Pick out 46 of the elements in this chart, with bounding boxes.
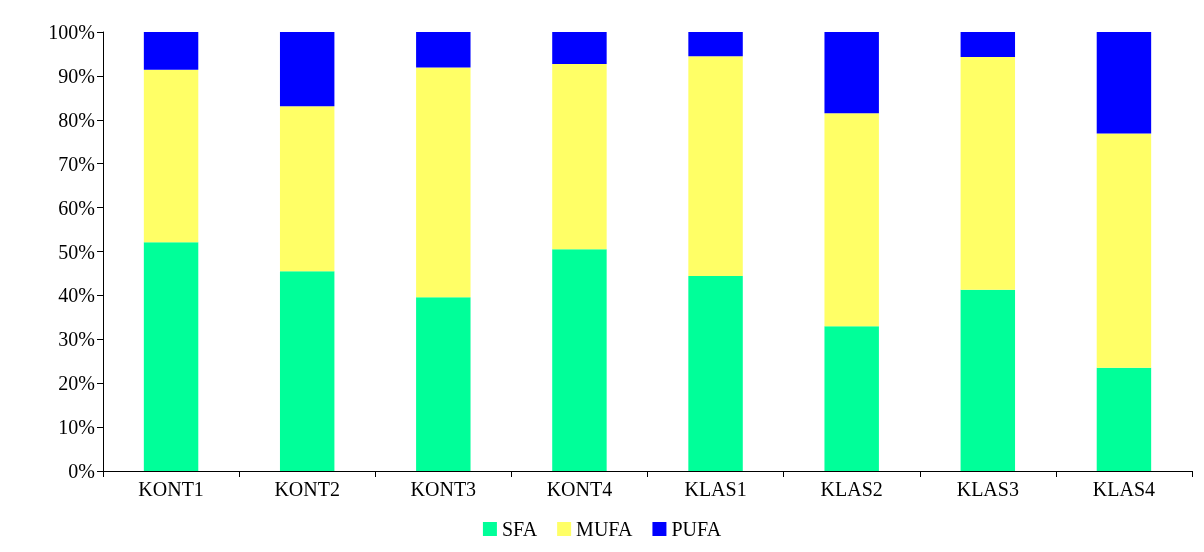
- bar: [688, 56, 743, 277]
- bar: [552, 32, 607, 65]
- bar: [279, 271, 335, 471]
- bar: [960, 32, 1016, 58]
- y-tick-label: 70%: [58, 152, 95, 175]
- bar: [416, 67, 471, 298]
- y-tick-label: 10%: [58, 416, 95, 439]
- bar: [1096, 133, 1152, 368]
- bar: [824, 113, 879, 327]
- y-tick-label: 60%: [58, 196, 95, 219]
- bar: [416, 32, 471, 68]
- bar: [960, 57, 1016, 290]
- bar: [688, 276, 743, 471]
- x-tick-label: KLAS4: [1092, 478, 1156, 500]
- x-tick-label: KLAS2: [820, 478, 883, 500]
- y-tick-label: 30%: [58, 328, 95, 351]
- bar: [1096, 367, 1152, 471]
- x-tick-label: KONT3: [410, 478, 477, 500]
- bar: [960, 289, 1016, 471]
- bar: [824, 326, 879, 471]
- legend-label: PUFA: [671, 518, 722, 540]
- bar: [824, 32, 879, 114]
- bar: [688, 32, 743, 57]
- bar: [416, 297, 471, 471]
- bar: [279, 106, 335, 272]
- y-tick-label: 50%: [58, 240, 95, 263]
- y-tick-label: 0%: [68, 460, 95, 482]
- x-tick-label: KONT1: [138, 478, 204, 500]
- legend-label: MUFA: [576, 518, 633, 540]
- y-tick-label: 80%: [58, 108, 95, 131]
- legend-label: SFA: [501, 518, 538, 540]
- x-tick-label: KLAS1: [684, 478, 747, 500]
- x-tick-label: KONT4: [546, 478, 613, 500]
- y-tick-label: 40%: [58, 284, 95, 307]
- y-tick-label: 100%: [48, 21, 95, 43]
- bar: [552, 249, 607, 471]
- y-tick-label: 20%: [58, 372, 95, 395]
- x-tick-label: KLAS3: [956, 478, 1019, 500]
- bar: [143, 32, 199, 70]
- bar: [1096, 32, 1152, 134]
- bar: [143, 69, 199, 243]
- bar: [552, 64, 607, 250]
- bar: [279, 32, 335, 107]
- y-tick-label: 90%: [58, 64, 95, 87]
- bar: [143, 242, 199, 471]
- x-tick-label: KONT2: [274, 478, 340, 500]
